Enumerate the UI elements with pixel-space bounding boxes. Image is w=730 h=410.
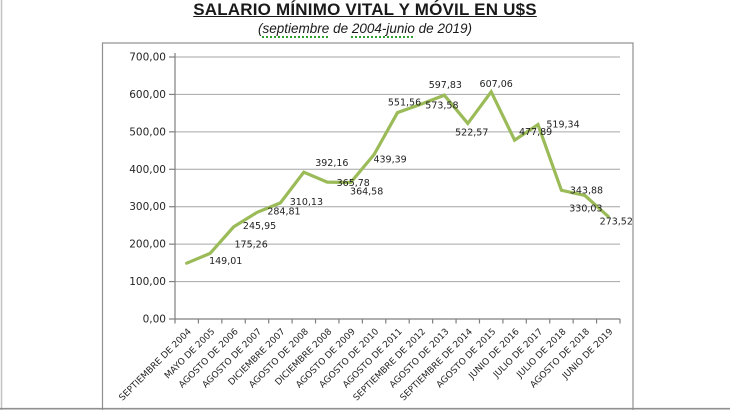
y-axis-label: 0,00 [143, 314, 166, 326]
chart-title: SALARIO MÍNIMO VITAL Y MÓVIL EN U$S [193, 0, 537, 19]
subtitle-text-spellcheck: 2004-junio [351, 21, 415, 36]
data-label: 573,58 [425, 100, 458, 111]
data-label: 245,95 [243, 221, 276, 232]
subtitle-text-spellcheck: septiembre [262, 21, 330, 36]
data-label: 522,57 [455, 127, 488, 138]
data-label: 551,56 [388, 98, 421, 109]
y-axis-label: 700,00 [129, 52, 166, 64]
data-label: 439,39 [373, 155, 406, 166]
y-axis-label: 200,00 [129, 239, 166, 251]
data-label: 364,58 [350, 187, 383, 198]
subtitle-text: de [414, 21, 438, 36]
salary-data-line [185, 88, 610, 265]
data-label: 365,78 [337, 178, 370, 189]
y-axis-label: 500,00 [129, 126, 166, 138]
data-label: 392,16 [315, 158, 348, 169]
data-label: 343,88 [570, 185, 603, 196]
y-axis-label: 400,00 [129, 164, 166, 176]
chart-subtitle: (septiembre de 2004-junio de 2019) [0, 21, 730, 36]
subtitle-text: de [329, 21, 352, 36]
data-label: 149,01 [209, 256, 242, 267]
subtitle-text: 2019) [437, 21, 472, 36]
data-label: 330,03 [569, 203, 602, 214]
y-axis-label: 600,00 [129, 89, 166, 101]
data-label: 273,52 [600, 217, 633, 228]
data-label: 607,06 [480, 79, 513, 90]
subtitle-text: ( [258, 21, 263, 36]
data-label: 477,89 [519, 127, 552, 138]
data-label: 597,83 [429, 80, 462, 91]
data-label: 310,13 [290, 197, 323, 208]
y-axis-label: 300,00 [129, 201, 166, 213]
data-label: 519,34 [546, 120, 579, 131]
data-label: 175,26 [235, 239, 268, 250]
chart-frame [101, 42, 634, 410]
y-axis-label: 100,00 [129, 276, 166, 288]
data-label: 284,81 [267, 206, 300, 217]
